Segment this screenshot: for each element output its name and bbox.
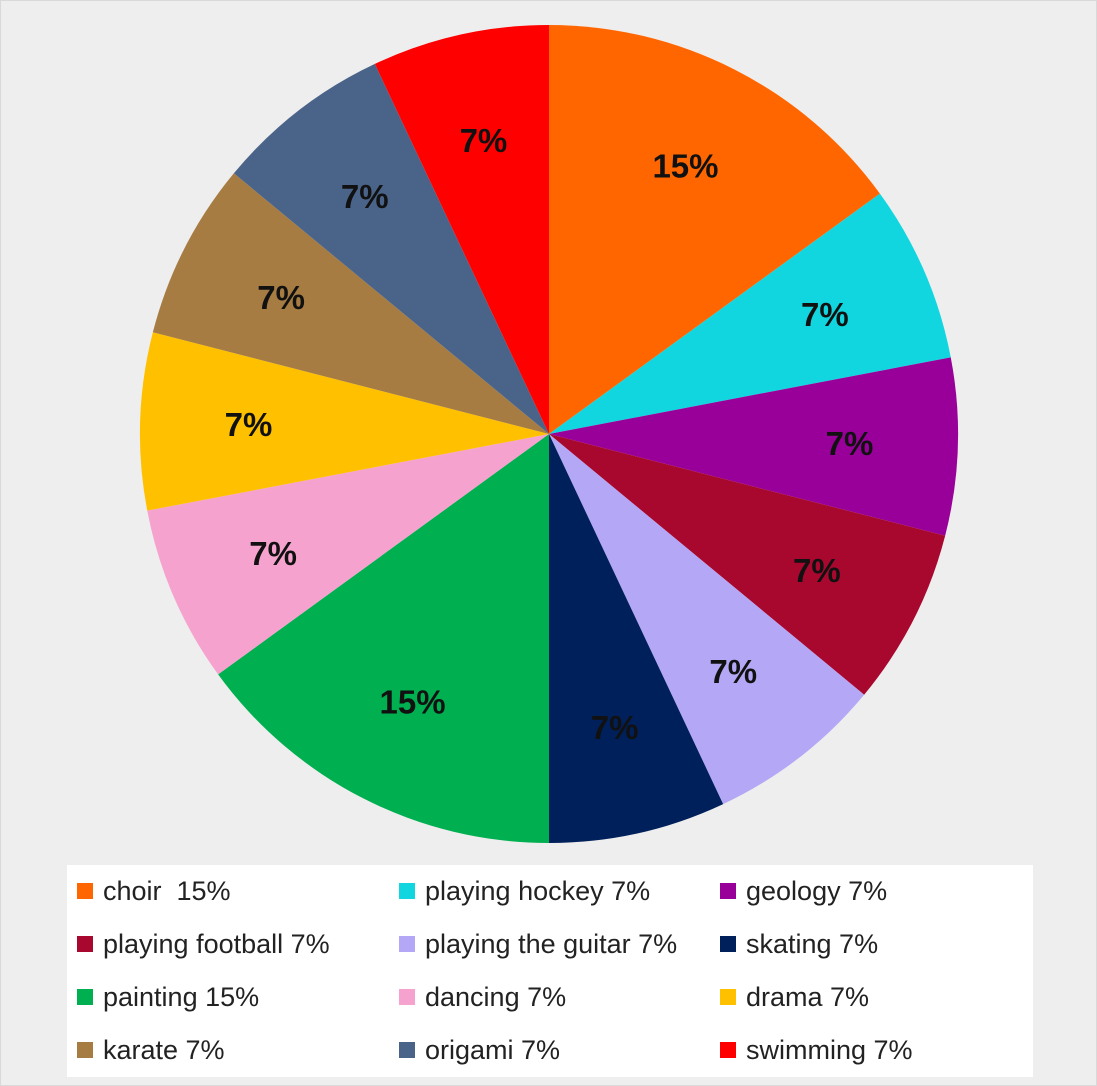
legend-label: drama 7%: [746, 981, 870, 1012]
pie-slice-dancing: [147, 434, 549, 675]
pie-slices: [140, 25, 958, 843]
legend-item-origami: origami 7%: [399, 1035, 560, 1065]
pie-slice-swimming: [374, 25, 549, 434]
data-label-karate: 7%: [257, 279, 305, 316]
pie-slice-drama: [140, 332, 549, 511]
data-label-swimming: 7%: [460, 122, 508, 159]
legend-item-swimming: swimming 7%: [720, 1035, 913, 1065]
pie-slice-skating: [549, 434, 724, 843]
legend-item-playing-hockey: playing hockey 7%: [399, 876, 650, 906]
legend-label: playing the guitar 7%: [425, 928, 678, 959]
legend-swatch: [77, 936, 93, 952]
legend-label: choir 15%: [103, 875, 231, 906]
legend-swatch: [720, 989, 736, 1005]
legend-item-drama: drama 7%: [720, 982, 869, 1012]
data-label-playing-hockey: 7%: [801, 296, 849, 333]
legend-swatch: [77, 883, 93, 899]
legend-label: origami 7%: [425, 1034, 561, 1065]
data-label-origami: 7%: [341, 178, 389, 215]
legend-swatch: [720, 883, 736, 899]
pie-slice-painting: [218, 434, 549, 843]
legend: choir 15% playing hockey 7% geology 7% play…: [67, 865, 1033, 1077]
pie-slice-playing-the-guitar: [549, 434, 865, 805]
legend-swatch: [399, 936, 415, 952]
legend-label: playing football 7%: [103, 928, 330, 959]
legend-swatch: [720, 1042, 736, 1058]
data-label-playing-football: 7%: [793, 552, 841, 589]
legend-label: painting 15%: [103, 981, 260, 1012]
legend-swatch: [720, 936, 736, 952]
pie-slice-karate: [152, 173, 549, 435]
legend-item-playing-football: playing football 7%: [77, 929, 330, 959]
legend-item-skating: skating 7%: [720, 929, 878, 959]
data-label-geology: 7%: [826, 425, 874, 462]
pie-slice-origami: [233, 63, 549, 435]
legend-item-dancing: dancing 7%: [399, 982, 566, 1012]
pie-slice-playing-football: [549, 434, 946, 695]
legend-label: swimming 7%: [746, 1034, 913, 1065]
pie-chart: 15% 7% 7% 7% 7% 7% 15% 7% 7% 7% 7% 7%: [140, 25, 958, 843]
legend-swatch: [399, 1042, 415, 1058]
pie-slice-geology: [549, 357, 958, 536]
data-label-dancing: 7%: [249, 535, 297, 572]
legend-label: karate 7%: [103, 1034, 225, 1065]
legend-item-geology: geology 7%: [720, 876, 887, 906]
legend-item-painting: painting 15%: [77, 982, 259, 1012]
legend-label: geology 7%: [746, 875, 888, 906]
data-label-choir: 15%: [652, 148, 718, 185]
legend-label: skating 7%: [746, 928, 879, 959]
legend-item-karate: karate 7%: [77, 1035, 225, 1065]
legend-swatch: [77, 989, 93, 1005]
legend-swatch: [399, 989, 415, 1005]
legend-label: playing hockey 7%: [425, 875, 651, 906]
legend-swatch: [77, 1042, 93, 1058]
pie-slice-choir: [549, 25, 880, 434]
data-label-painting: 15%: [379, 683, 445, 720]
data-label-drama: 7%: [225, 406, 273, 443]
legend-item-choir: choir 15%: [77, 876, 231, 906]
legend-label: dancing 7%: [425, 981, 567, 1012]
pie-slice-playing-hockey: [549, 193, 951, 434]
data-label-skating: 7%: [591, 709, 639, 746]
legend-item-playing-the-guitar: playing the guitar 7%: [399, 929, 677, 959]
legend-swatch: [399, 883, 415, 899]
data-label-playing-the-guitar: 7%: [709, 653, 757, 690]
pie-data-labels: 15% 7% 7% 7% 7% 7% 15% 7% 7% 7% 7% 7%: [225, 122, 874, 746]
